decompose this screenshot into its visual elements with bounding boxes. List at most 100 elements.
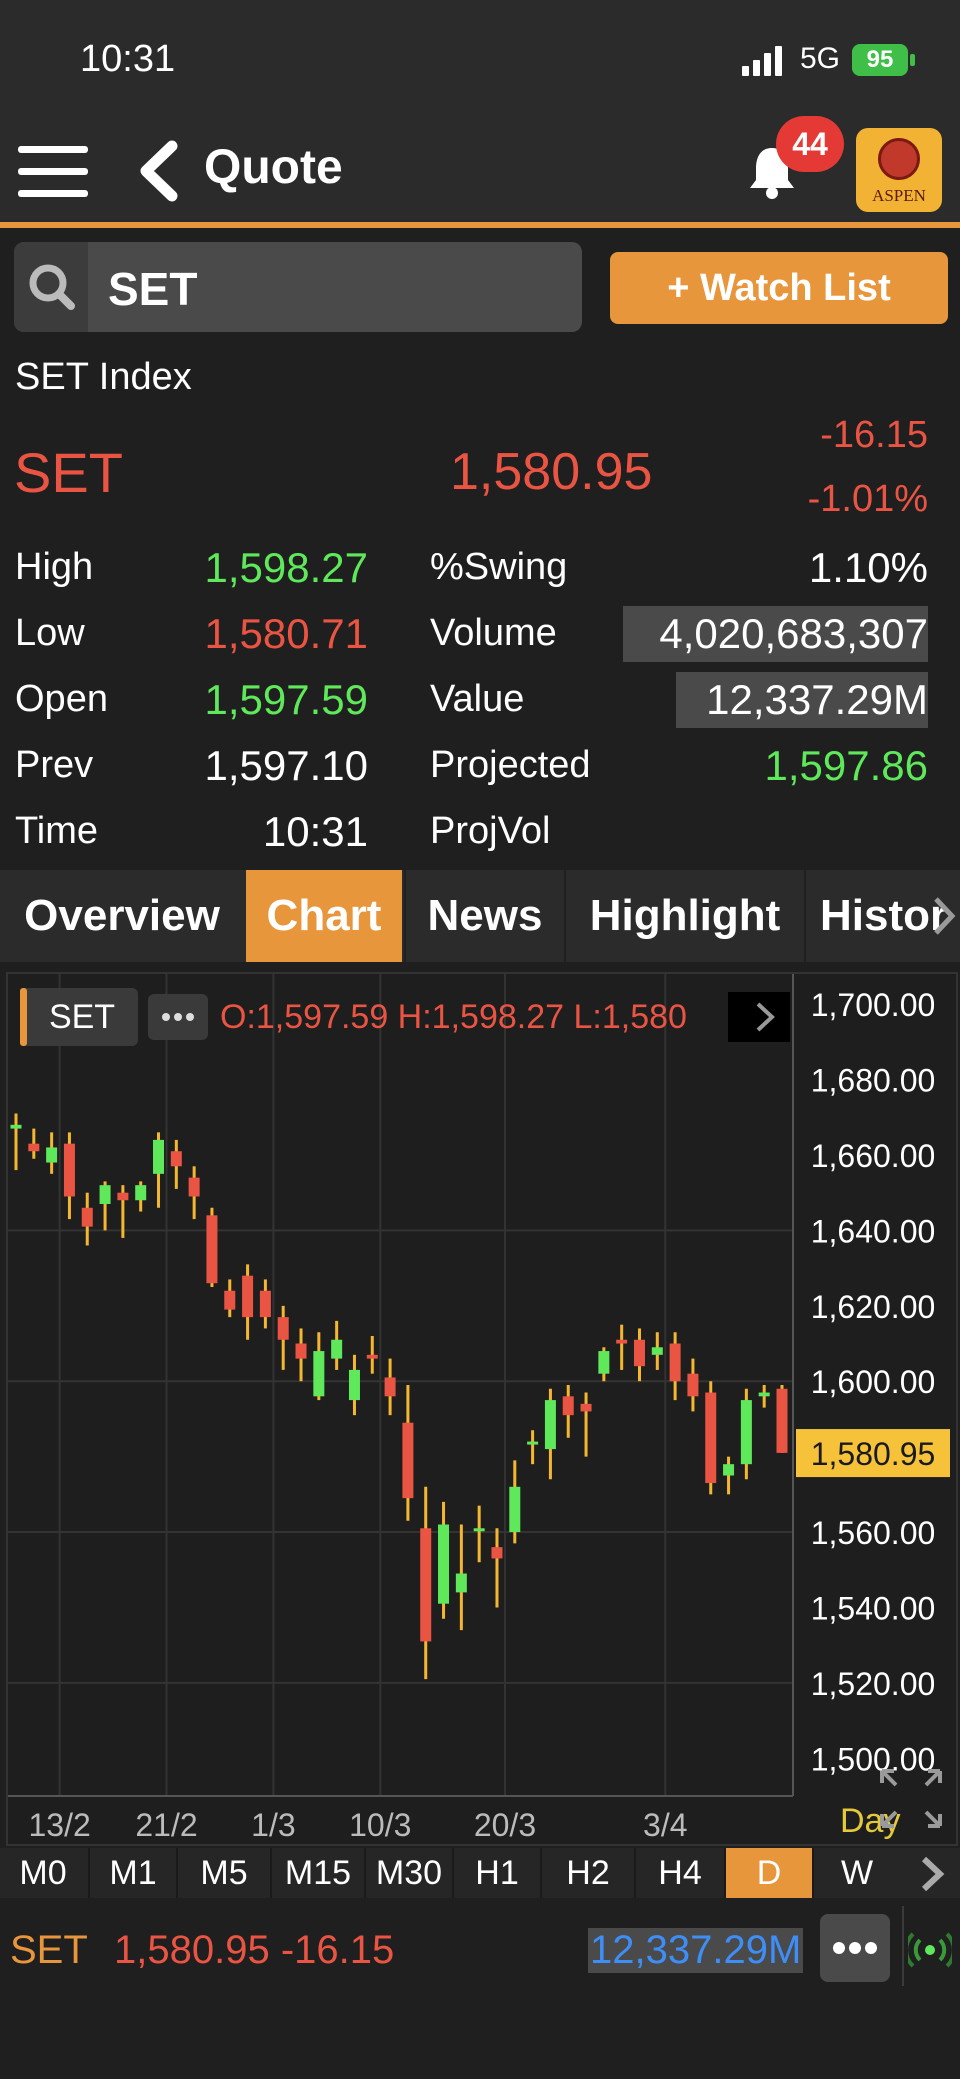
- volume-label: Volume: [430, 612, 557, 654]
- aspen-logo[interactable]: ASPEN: [856, 128, 942, 212]
- timeframe-scroll-right-icon[interactable]: [912, 1856, 952, 1892]
- symbol-search-input[interactable]: SET: [14, 242, 582, 332]
- quote-tabs: Overview Chart News Highlight Histor: [0, 870, 960, 962]
- timeframe-bar: M0 M1 M5 M15 M30 H1 H2 H4 D W: [0, 1848, 960, 1898]
- tab-chart[interactable]: Chart: [246, 870, 402, 962]
- last-price-tag: [796, 1429, 950, 1478]
- more-options-button[interactable]: [820, 1914, 890, 1982]
- time-tick-label: 3/4: [643, 1807, 687, 1843]
- tab-history[interactable]: Histor: [804, 870, 960, 962]
- candle-body: [527, 1441, 539, 1445]
- price-tick-label: 1,640.00: [811, 1213, 936, 1249]
- chart-candles: [10, 1113, 788, 1680]
- ohlc-readout: O:1,597.59 H:1,598.27 L:1,580: [220, 998, 687, 1036]
- candle-body: [758, 1392, 770, 1397]
- symbol-chip[interactable]: [20, 988, 138, 1046]
- chart-grid: [8, 974, 793, 1796]
- candle-body: [455, 1573, 467, 1593]
- timeframe-d[interactable]: D: [724, 1848, 812, 1898]
- candle-body: [117, 1192, 129, 1201]
- tabs-scroll-right-icon[interactable]: [932, 895, 956, 937]
- volume-value: 4,020,683,307: [623, 606, 928, 662]
- timeframe-h1[interactable]: H1: [452, 1848, 540, 1898]
- open-value: 1,597.59: [204, 676, 369, 723]
- timeframe-w[interactable]: W: [812, 1848, 900, 1898]
- candle-body: [580, 1403, 592, 1412]
- projected-value: 1,597.86: [764, 742, 929, 789]
- ticker-price-change: 1,580.95 -16.15: [114, 1928, 395, 1972]
- header-divider: [0, 222, 960, 228]
- price-tick-label: 1,540.00: [811, 1590, 936, 1626]
- candle-body: [616, 1339, 628, 1344]
- ohlc-expand-chevron-icon[interactable]: [756, 1002, 775, 1032]
- candle-body: [99, 1185, 111, 1205]
- candle-body: [776, 1388, 788, 1453]
- add-watch-list-button[interactable]: + Watch List: [610, 252, 948, 324]
- candle-body: [669, 1343, 681, 1382]
- time-tick-label: 1/3: [251, 1807, 295, 1843]
- hamburger-menu-icon[interactable]: [18, 140, 90, 202]
- swing-value: 1.10%: [808, 544, 928, 591]
- price-tick-label: 1,680.00: [811, 1063, 936, 1099]
- candle-body: [63, 1143, 75, 1197]
- search-icon: [29, 264, 75, 310]
- timeframe-m5[interactable]: M5: [176, 1848, 270, 1898]
- prev-value: 1,597.10: [204, 742, 369, 789]
- time-tick-label: 21/2: [135, 1807, 197, 1843]
- quote-symbol: SET: [14, 441, 123, 504]
- candle-body: [509, 1486, 521, 1533]
- time-label: Time: [15, 810, 99, 852]
- candle-body: [224, 1290, 236, 1310]
- globe-icon: [878, 138, 920, 180]
- value-label: Value: [430, 678, 525, 720]
- time-tick-label: 10/3: [349, 1807, 411, 1843]
- live-signal-icon[interactable]: [908, 1930, 952, 1970]
- candle-body: [598, 1351, 610, 1374]
- timeframe-m1[interactable]: M1: [88, 1848, 176, 1898]
- value-value: 12,337.29M: [676, 672, 928, 728]
- ticker-symbol[interactable]: SET: [10, 1928, 88, 1972]
- low-label: Low: [15, 612, 85, 654]
- index-name: SET Index: [15, 356, 192, 398]
- time-tick-label: 20/3: [474, 1807, 536, 1843]
- symbol-chip-label: SET: [49, 998, 115, 1036]
- symbol-chip-accent: [20, 988, 27, 1046]
- price-axis-labels: 1,700.00 1,680.00 1,660.00 1,640.00 1,620.00…: [811, 987, 936, 1777]
- candle-body: [366, 1354, 378, 1359]
- candle-body: [705, 1392, 717, 1484]
- search-icon-box: [14, 242, 88, 332]
- status-time: 10:31: [80, 38, 176, 80]
- timeframe-m0[interactable]: M0: [19, 1854, 67, 1892]
- high-value: 1,598.27: [204, 544, 369, 591]
- dot-icon: [174, 1013, 182, 1021]
- timeframe-m15[interactable]: M15: [270, 1848, 364, 1898]
- back-chevron-icon[interactable]: [134, 140, 184, 202]
- time-value: 10:31: [262, 808, 368, 855]
- price-tick-label: 1,500.00: [811, 1741, 936, 1777]
- price-tick-label: 1,560.00: [811, 1515, 936, 1551]
- timeframe-m30[interactable]: M30: [364, 1848, 452, 1898]
- period-label: Day: [840, 1802, 900, 1840]
- candle-body: [277, 1317, 289, 1340]
- search-value: SET: [108, 263, 198, 315]
- price-tick-label: 1,700.00: [811, 987, 936, 1023]
- tab-highlight[interactable]: Highlight: [564, 870, 804, 962]
- candle-body: [633, 1339, 645, 1367]
- timeframe-h4[interactable]: H4: [634, 1848, 724, 1898]
- high-label: High: [15, 546, 94, 588]
- candle-body: [687, 1373, 699, 1397]
- chart-panel[interactable]: 1,700.00 1,680.00 1,660.00 1,640.00 1,620.00…: [6, 972, 958, 1846]
- tab-news[interactable]: News: [404, 870, 564, 962]
- price-tick-label: 1,660.00: [811, 1138, 936, 1174]
- candle-body: [723, 1464, 735, 1476]
- candlestick-chart[interactable]: 1,700.00 1,680.00 1,660.00 1,640.00 1,620.00…: [8, 974, 956, 1844]
- candle-body: [402, 1422, 414, 1499]
- candle-body: [544, 1400, 556, 1450]
- candle-body: [10, 1124, 22, 1129]
- fullscreen-expand-icon[interactable]: [880, 1769, 942, 1828]
- projected-label: Projected: [430, 744, 591, 786]
- candle-body: [188, 1177, 200, 1197]
- dot-icon: [186, 1013, 194, 1021]
- timeframe-h2[interactable]: H2: [540, 1848, 634, 1898]
- tab-overview[interactable]: Overview: [24, 891, 220, 940]
